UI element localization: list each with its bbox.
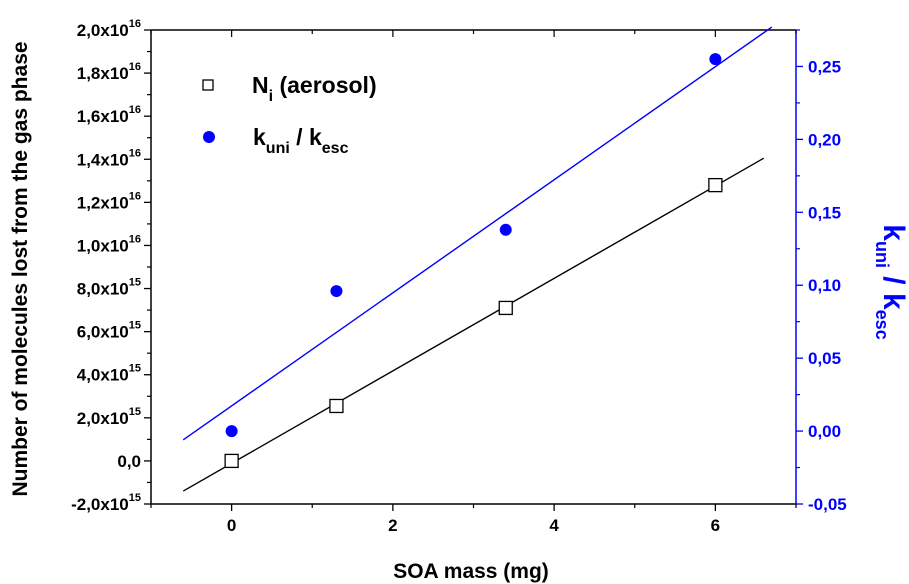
- y-axis-right-label: kuni / kesc: [872, 224, 909, 339]
- x-tick-label: 4: [549, 516, 559, 535]
- data-point-ni: [498, 300, 513, 316]
- data-point-kratio: [499, 223, 512, 236]
- data-point-kratio: [225, 425, 238, 438]
- legend-label-ni: Ni (aerosol): [252, 72, 377, 105]
- x-axis-label: SOA mass (mg): [393, 560, 549, 583]
- y-axis-right-label-sub1: uni: [872, 241, 892, 268]
- y-left-tick-label: 8,0x1015: [77, 277, 141, 299]
- legend: Ni (aerosol) kuni / kesc: [202, 72, 377, 157]
- y-left-tick-label: 2,0x1016: [77, 18, 141, 40]
- y-right-tick-label: -0,05: [808, 495, 847, 514]
- y-right-tick-label: 0,20: [808, 130, 841, 149]
- y-axis-right-label-sub2: esc: [872, 310, 892, 340]
- y-left-tick-label: 0,0: [117, 452, 141, 471]
- legend-label-kratio: kuni / kesc: [253, 124, 349, 157]
- y-axis-right-label-main: k: [877, 224, 909, 241]
- legend-marker-kratio: [203, 131, 215, 143]
- y-left-tick-label: 1,8x1016: [77, 61, 141, 83]
- axes: [150, 29, 797, 505]
- x-tick-label: 2: [388, 516, 397, 535]
- y-right-tick-label: 0,00: [808, 422, 841, 441]
- y-left-tick-label: 2,0x1015: [77, 406, 141, 428]
- y-left-tick-label: 1,6x1016: [77, 104, 141, 126]
- y-left-tick-label: -2,0x1015: [71, 492, 141, 514]
- y-left-tick-label: 6,0x1015: [77, 320, 141, 342]
- data-point-kratio: [330, 285, 343, 298]
- data-points: [224, 53, 723, 469]
- x-tick-label: 0: [227, 516, 236, 535]
- tick-marks: [144, 29, 803, 511]
- y-left-tick-label: 1,2x1016: [77, 190, 141, 212]
- y-right-tick-label: 0,15: [808, 203, 841, 222]
- y-axis-right-label-sep: / k: [877, 268, 909, 310]
- data-point-ni: [224, 453, 239, 469]
- data-point-ni: [708, 177, 723, 193]
- fit-line-kratio: [182, 26, 773, 441]
- y-right-tick-label: 0,10: [808, 276, 841, 295]
- legend-marker-ni: [202, 79, 214, 91]
- x-tick-label: 6: [711, 516, 720, 535]
- y-right-tick-label: 0,25: [808, 57, 841, 76]
- y-left-tick-label: 1,0x1016: [77, 233, 141, 255]
- data-point-ni: [329, 398, 344, 414]
- fit-line-ni: [182, 157, 765, 492]
- fit-lines: [182, 26, 773, 492]
- y-left-tick-label: 4,0x1015: [77, 363, 141, 385]
- data-point-kratio: [709, 53, 722, 66]
- y-right-tick-label: 0,05: [808, 349, 841, 368]
- y-axis-left-label: Number of molecules lost from the gas ph…: [9, 41, 32, 496]
- y-left-tick-label: 1,4x1016: [77, 147, 141, 169]
